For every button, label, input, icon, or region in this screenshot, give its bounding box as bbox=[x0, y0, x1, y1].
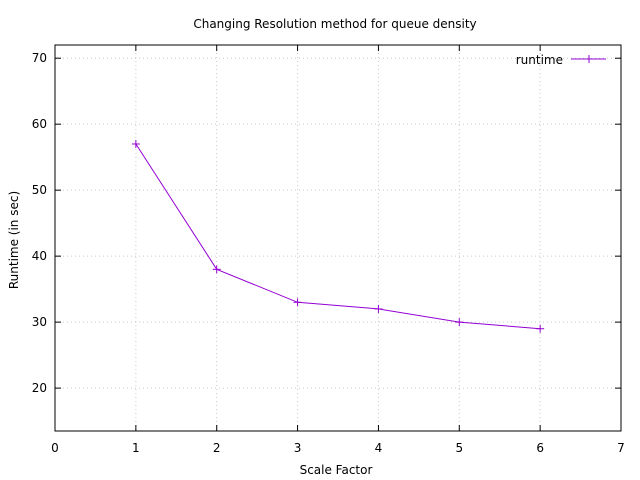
legend-marker-plus bbox=[585, 55, 593, 63]
data-point-runtime bbox=[131, 139, 140, 148]
x-tick-label: 1 bbox=[132, 441, 140, 455]
plot-area-frame bbox=[54, 44, 622, 432]
data-point-runtime bbox=[374, 304, 383, 313]
x-axis: 0 1 2 3 4 5 6 7 bbox=[51, 45, 625, 455]
y-tick-label: 60 bbox=[32, 117, 47, 131]
x-tick-label: 4 bbox=[375, 441, 383, 455]
data-point-runtime bbox=[212, 265, 221, 274]
x-tick-label: 2 bbox=[213, 441, 221, 455]
y-tick-label: 40 bbox=[32, 249, 47, 263]
y-tick-label: 20 bbox=[32, 381, 47, 395]
grid-lines bbox=[55, 45, 621, 431]
data-point-runtime bbox=[455, 318, 464, 327]
x-axis-label: Scale Factor bbox=[300, 463, 373, 477]
legend: runtime bbox=[516, 53, 606, 67]
y-tick-label: 70 bbox=[32, 51, 47, 65]
series-layer bbox=[131, 139, 545, 333]
x-tick-label: 0 bbox=[51, 441, 59, 455]
x-tick-label: 3 bbox=[294, 441, 302, 455]
data-point-runtime bbox=[293, 298, 302, 307]
y-axis: 20 30 40 50 60 70 bbox=[32, 51, 621, 395]
chart-title: Changing Resolution method for queue den… bbox=[193, 17, 476, 31]
y-tick-label: 30 bbox=[32, 315, 47, 329]
legend-marker-runtime bbox=[585, 55, 593, 63]
x-tick-label: 7 bbox=[617, 441, 625, 455]
y-axis-label: Runtime (in sec) bbox=[7, 191, 21, 289]
x-tick-label: 6 bbox=[536, 441, 544, 455]
series-line-runtime bbox=[135, 143, 541, 330]
y-tick-label: 50 bbox=[32, 183, 47, 197]
legend-label-runtime: runtime bbox=[516, 53, 563, 67]
x-tick-label: 5 bbox=[455, 441, 463, 455]
data-point-runtime bbox=[536, 324, 545, 333]
